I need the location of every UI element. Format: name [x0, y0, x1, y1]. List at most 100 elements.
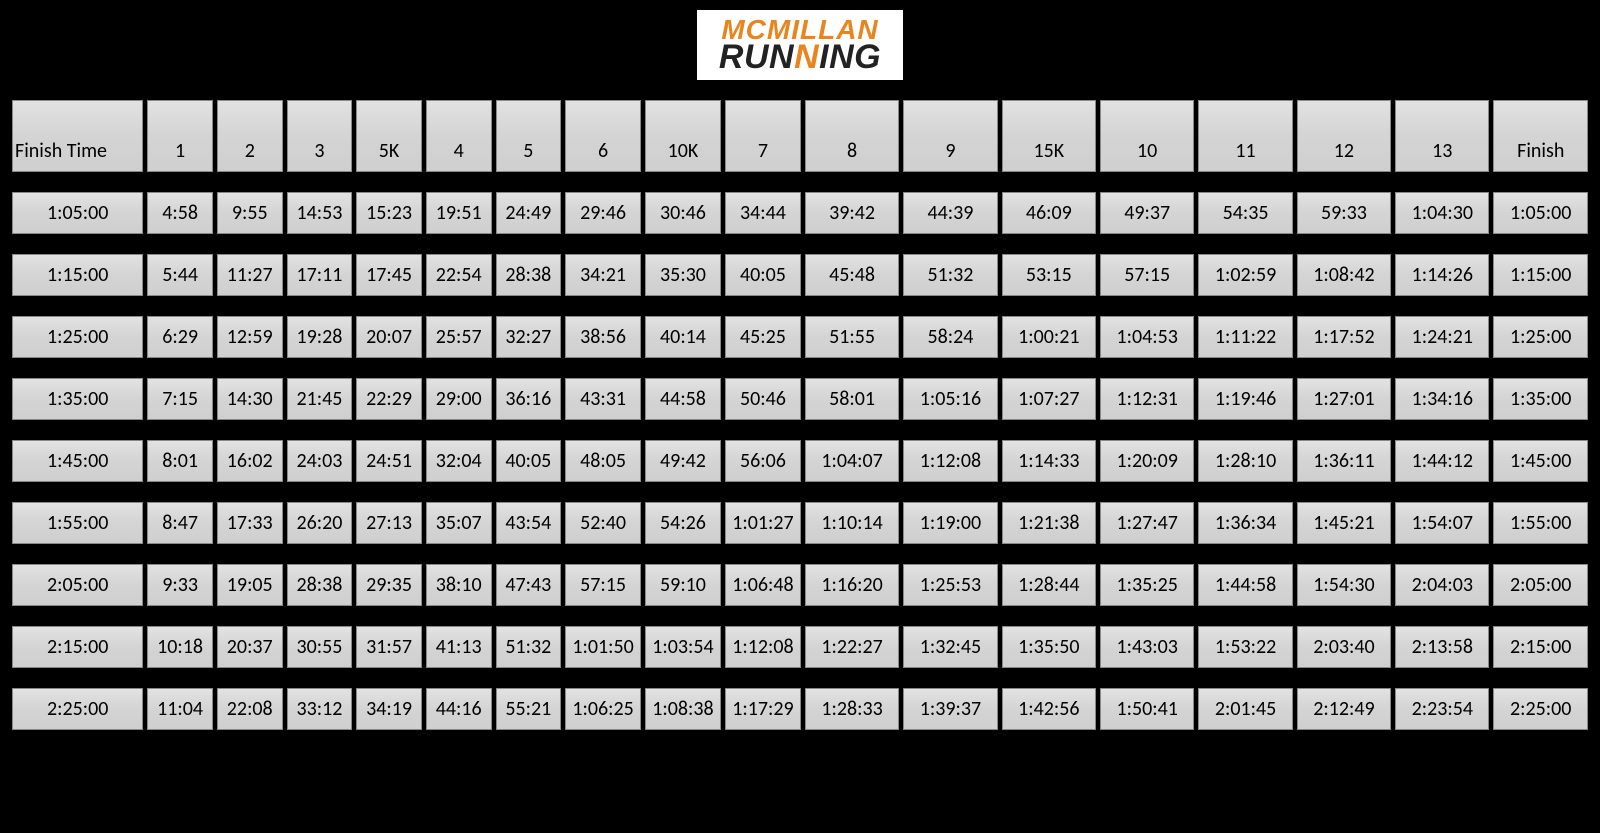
split-cell: 45:48 [805, 254, 899, 296]
split-cell: 47:43 [496, 564, 562, 606]
column-header: 12 [1297, 100, 1391, 172]
split-cell: 19:28 [287, 316, 353, 358]
split-cell: 28:38 [496, 254, 562, 296]
table-row: 1:45:008:0116:0224:0324:5132:0440:0548:0… [12, 440, 1588, 482]
split-cell: 46:09 [1002, 192, 1096, 234]
column-header: 4 [426, 100, 492, 172]
table-row: 1:05:004:589:5514:5315:2319:5124:4929:46… [12, 192, 1588, 234]
split-cell: 49:37 [1100, 192, 1194, 234]
split-cell: 59:33 [1297, 192, 1391, 234]
split-cell: 14:30 [217, 378, 283, 420]
split-cell: 52:40 [565, 502, 641, 544]
finish-time-cell: 1:05:00 [12, 192, 143, 234]
split-cell: 2:12:49 [1297, 688, 1391, 730]
split-cell: 32:04 [426, 440, 492, 482]
column-header: 5K [356, 100, 422, 172]
split-cell: 1:43:03 [1100, 626, 1194, 668]
column-header: 15K [1002, 100, 1096, 172]
column-header: 2 [217, 100, 283, 172]
split-cell: 1:36:11 [1297, 440, 1391, 482]
split-cell: 41:13 [426, 626, 492, 668]
split-cell: 1:12:08 [725, 626, 801, 668]
finish-time-cell: 1:15:00 [12, 254, 143, 296]
split-cell: 34:44 [725, 192, 801, 234]
finish-time-cell: 2:15:00 [12, 626, 143, 668]
mcmillan-logo: MCMILLAN RUNNING [697, 10, 903, 80]
split-cell: 1:11:22 [1198, 316, 1292, 358]
split-cell: 22:54 [426, 254, 492, 296]
split-cell: 31:57 [356, 626, 422, 668]
split-cell: 1:14:26 [1395, 254, 1489, 296]
finish-time-cell: 1:45:00 [12, 440, 143, 482]
split-cell: 1:50:41 [1100, 688, 1194, 730]
split-cell: 45:25 [725, 316, 801, 358]
split-cell: 40:05 [496, 440, 562, 482]
split-cell: 1:04:53 [1100, 316, 1194, 358]
split-cell: 1:05:00 [1493, 192, 1588, 234]
split-cell: 44:58 [645, 378, 721, 420]
split-cell: 58:24 [903, 316, 997, 358]
split-cell: 51:32 [903, 254, 997, 296]
split-cell: 57:15 [565, 564, 641, 606]
split-cell: 1:25:00 [1493, 316, 1588, 358]
split-cell: 1:21:38 [1002, 502, 1096, 544]
split-cell: 1:54:30 [1297, 564, 1391, 606]
column-header: 3 [287, 100, 353, 172]
split-cell: 1:04:30 [1395, 192, 1489, 234]
split-cell: 22:29 [356, 378, 422, 420]
split-cell: 1:12:08 [903, 440, 997, 482]
split-cell: 11:27 [217, 254, 283, 296]
column-header: 11 [1198, 100, 1292, 172]
split-cell: 16:02 [217, 440, 283, 482]
split-cell: 1:07:27 [1002, 378, 1096, 420]
split-cell: 17:33 [217, 502, 283, 544]
split-cell: 29:46 [565, 192, 641, 234]
split-cell: 2:03:40 [1297, 626, 1391, 668]
split-cell: 1:42:56 [1002, 688, 1096, 730]
split-cell: 10:18 [147, 626, 213, 668]
split-cell: 35:07 [426, 502, 492, 544]
split-cell: 9:55 [217, 192, 283, 234]
split-cell: 1:14:33 [1002, 440, 1096, 482]
table-row: 2:15:0010:1820:3730:5531:5741:1351:321:0… [12, 626, 1588, 668]
split-cell: 1:44:12 [1395, 440, 1489, 482]
split-cell: 1:08:38 [645, 688, 721, 730]
split-cell: 51:55 [805, 316, 899, 358]
split-cell: 20:37 [217, 626, 283, 668]
split-cell: 17:11 [287, 254, 353, 296]
split-cell: 1:19:46 [1198, 378, 1292, 420]
table-row: 1:35:007:1514:3021:4522:2929:0036:1643:3… [12, 378, 1588, 420]
column-header: 6 [565, 100, 641, 172]
split-cell: 1:15:00 [1493, 254, 1588, 296]
split-cell: 1:39:37 [903, 688, 997, 730]
split-cell: 5:44 [147, 254, 213, 296]
split-cell: 1:28:44 [1002, 564, 1096, 606]
column-header: 10 [1100, 100, 1194, 172]
split-cell: 1:45:21 [1297, 502, 1391, 544]
finish-time-cell: 1:25:00 [12, 316, 143, 358]
pace-table-container: Finish Time1235K45610K78915K10111213Fini… [0, 100, 1600, 730]
split-cell: 1:10:14 [805, 502, 899, 544]
split-cell: 2:23:54 [1395, 688, 1489, 730]
split-cell: 20:07 [356, 316, 422, 358]
split-cell: 25:57 [426, 316, 492, 358]
column-header: Finish [1493, 100, 1588, 172]
split-cell: 1:24:21 [1395, 316, 1489, 358]
split-cell: 6:29 [147, 316, 213, 358]
split-cell: 36:16 [496, 378, 562, 420]
split-cell: 38:10 [426, 564, 492, 606]
split-cell: 4:58 [147, 192, 213, 234]
split-cell: 1:01:50 [565, 626, 641, 668]
split-cell: 1:17:29 [725, 688, 801, 730]
split-cell: 1:16:20 [805, 564, 899, 606]
split-cell: 1:35:50 [1002, 626, 1096, 668]
split-cell: 30:46 [645, 192, 721, 234]
split-cell: 39:42 [805, 192, 899, 234]
split-cell: 1:02:59 [1198, 254, 1292, 296]
split-cell: 2:15:00 [1493, 626, 1588, 668]
split-cell: 2:25:00 [1493, 688, 1588, 730]
split-cell: 29:00 [426, 378, 492, 420]
split-cell: 1:28:33 [805, 688, 899, 730]
split-cell: 44:39 [903, 192, 997, 234]
split-cell: 11:04 [147, 688, 213, 730]
